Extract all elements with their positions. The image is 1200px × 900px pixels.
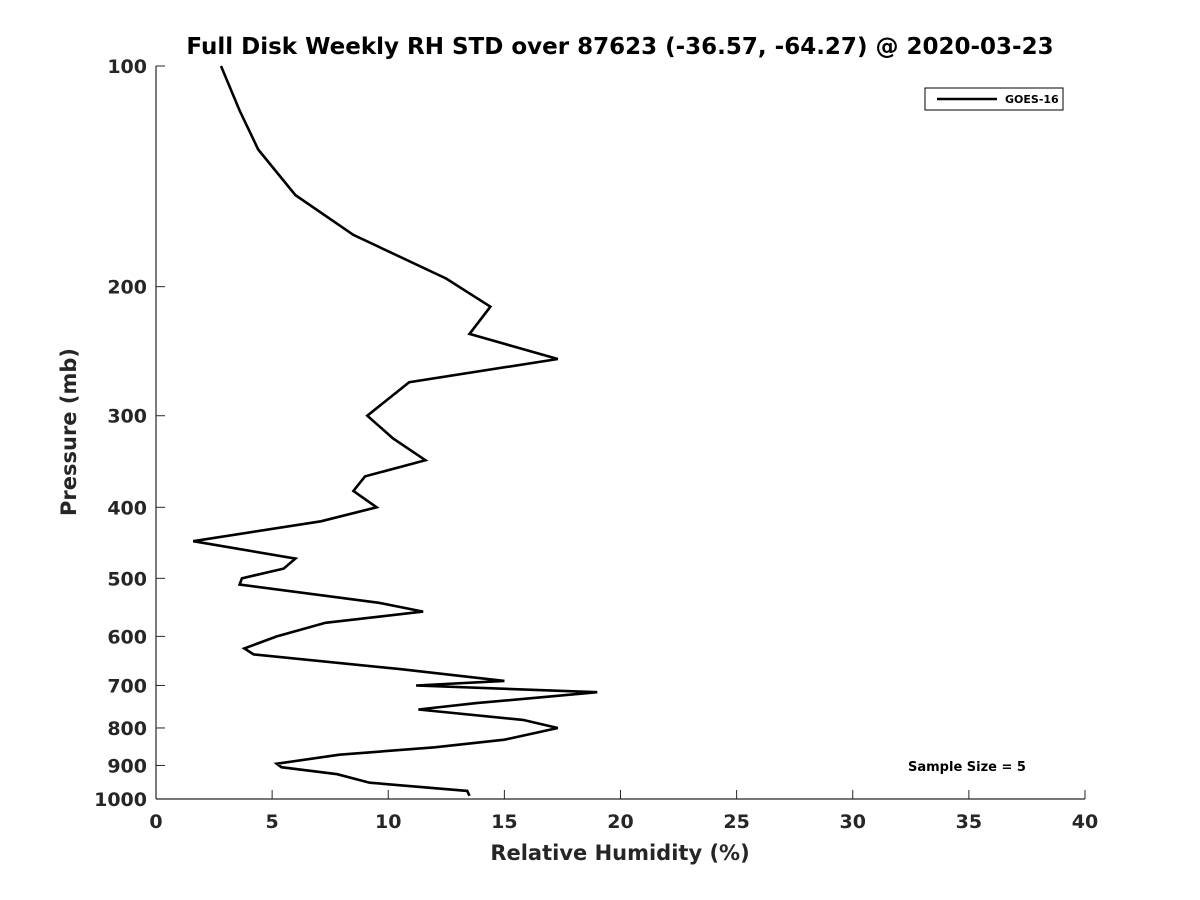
x-tick-label: 0 — [149, 811, 162, 833]
x-tick-label: 5 — [266, 811, 279, 833]
x-axis-label: Relative Humidity (%) — [490, 841, 749, 865]
axes — [155, 66, 1085, 800]
x-tick-label: 40 — [1072, 811, 1098, 833]
y-tick-label: 700 — [107, 675, 147, 697]
x-tick-label: 25 — [723, 811, 749, 833]
y-tick-label: 100 — [107, 56, 147, 78]
y-tick-label: 200 — [107, 277, 147, 299]
y-tick-label: 400 — [107, 497, 147, 519]
series-lines — [192, 65, 598, 797]
y-axis-label: Pressure (mb) — [57, 348, 81, 516]
x-tick-label: 20 — [607, 811, 633, 833]
y-tick-label: 1000 — [94, 789, 147, 811]
legend: GOES-16 — [924, 87, 1064, 111]
ticks: 0 5 10 15 20 25 30 35 40 100 200 300 400 500 600 700 800… — [94, 56, 1098, 833]
sample-size-annotation: Sample Size = 5 — [908, 760, 1026, 775]
chart-title: Full Disk Weekly RH STD over 87623 (-36.… — [186, 34, 1053, 60]
legend-label: GOES-16 — [1005, 93, 1059, 106]
x-tick-label: 30 — [840, 811, 866, 833]
y-tick-label: 600 — [107, 626, 147, 648]
series-line-goes-16 — [192, 65, 598, 797]
x-tick-label: 35 — [956, 811, 982, 833]
y-tick-label: 300 — [107, 406, 147, 428]
y-tick-label: 800 — [107, 718, 147, 740]
x-tick-label: 15 — [491, 811, 517, 833]
y-tick-label: 900 — [107, 755, 147, 777]
x-tick-label: 10 — [375, 811, 401, 833]
y-tick-label: 500 — [107, 568, 147, 590]
